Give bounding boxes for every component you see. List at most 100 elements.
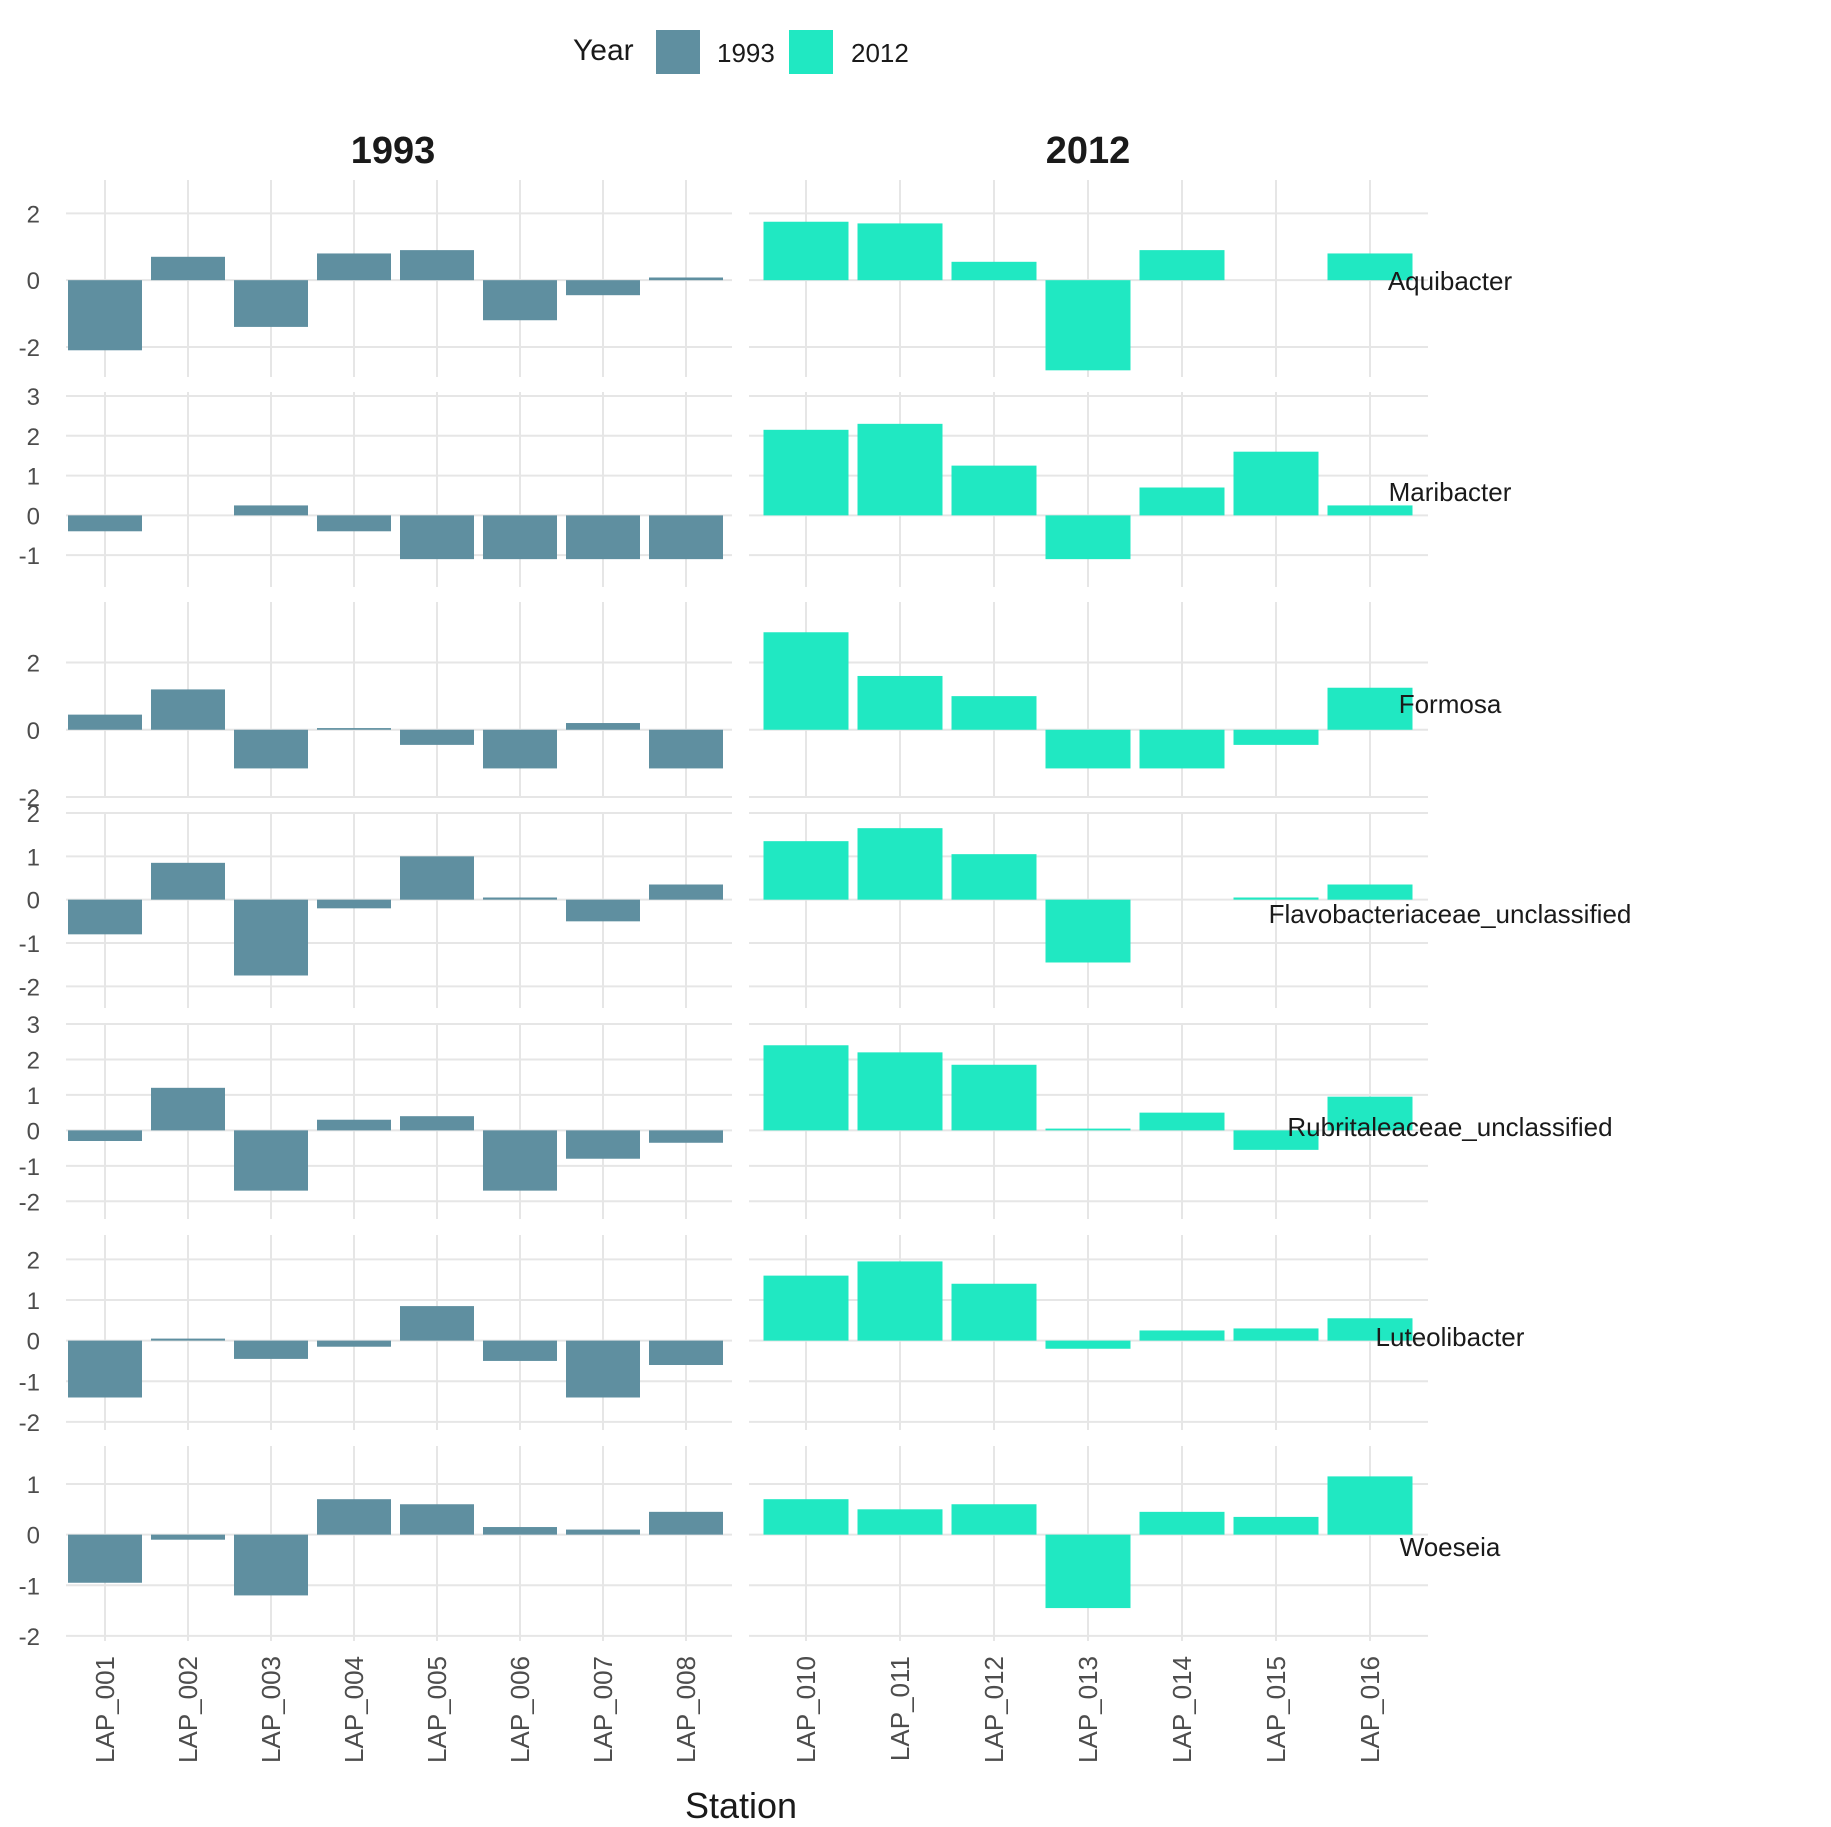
bar-luteolibacter-LAP_013 bbox=[1045, 1340, 1131, 1349]
bar-luteolibacter-LAP_008 bbox=[649, 1340, 723, 1365]
bar-maribacter-LAP_016 bbox=[1327, 505, 1413, 516]
y-tick-label-aquibacter-2: 2 bbox=[27, 201, 40, 228]
x-tick-label-LAP_008: LAP_008 bbox=[671, 1656, 701, 1763]
y-tick-label-formosa--2: -2 bbox=[19, 785, 40, 812]
bar-maribacter-LAP_011 bbox=[857, 423, 943, 516]
bar-aquibacter-LAP_008 bbox=[649, 277, 723, 281]
row-label-maribacter: Maribacter bbox=[1388, 477, 1512, 507]
bar-rubritaleaceae-unclassified-LAP_010 bbox=[763, 1045, 849, 1131]
bar-rubritaleaceae-unclassified-LAP_013 bbox=[1045, 1128, 1131, 1131]
bar-luteolibacter-LAP_014 bbox=[1139, 1330, 1225, 1341]
bar-luteolibacter-LAP_002 bbox=[151, 1338, 225, 1341]
y-tick-label-woeseia--2: -2 bbox=[19, 1624, 40, 1651]
y-tick-label-rubritaleaceae-unclassified--1: -1 bbox=[19, 1154, 40, 1181]
bar-maribacter-LAP_014 bbox=[1139, 487, 1225, 516]
y-tick-label-luteolibacter-1: 1 bbox=[27, 1288, 40, 1315]
y-tick-label-maribacter-0: 0 bbox=[27, 503, 40, 530]
bar-aquibacter-LAP_013 bbox=[1045, 280, 1131, 371]
row-label-flavobacteriaceae-unclassified: Flavobacteriaceae_unclassified bbox=[1268, 899, 1632, 929]
y-tick-label-luteolibacter--1: -1 bbox=[19, 1369, 40, 1396]
facet-title-1993: 1993 bbox=[350, 130, 436, 172]
bar-rubritaleaceae-unclassified-LAP_006 bbox=[483, 1130, 557, 1191]
bar-maribacter-LAP_001 bbox=[68, 515, 142, 532]
bar-luteolibacter-LAP_015 bbox=[1233, 1328, 1319, 1341]
bar-aquibacter-LAP_016 bbox=[1327, 253, 1413, 281]
bar-flavobacteriaceae-unclassified-LAP_005 bbox=[400, 856, 474, 900]
bar-formosa-LAP_014 bbox=[1139, 729, 1225, 769]
bar-rubritaleaceae-unclassified-LAP_001 bbox=[68, 1130, 142, 1141]
y-tick-label-flavobacteriaceae-unclassified-1: 1 bbox=[27, 844, 40, 871]
bar-woeseia-LAP_007 bbox=[566, 1529, 640, 1535]
bar-formosa-LAP_015 bbox=[1233, 729, 1319, 745]
bar-rubritaleaceae-unclassified-LAP_011 bbox=[857, 1052, 943, 1131]
bar-woeseia-LAP_010 bbox=[763, 1499, 849, 1535]
y-tick-label-aquibacter-0: 0 bbox=[27, 268, 40, 295]
bar-formosa-LAP_013 bbox=[1045, 729, 1131, 769]
x-tick-label-LAP_002: LAP_002 bbox=[173, 1656, 203, 1763]
x-tick-label-LAP_011: LAP_011 bbox=[885, 1656, 915, 1761]
y-tick-label-maribacter-2: 2 bbox=[27, 424, 40, 451]
y-tick-label-aquibacter--2: -2 bbox=[19, 335, 40, 362]
bar-formosa-LAP_003 bbox=[234, 729, 308, 769]
row-label-rubritaleaceae-unclassified: Rubritaleaceae_unclassified bbox=[1287, 1112, 1613, 1142]
bar-maribacter-LAP_006 bbox=[483, 515, 557, 560]
bar-maribacter-LAP_005 bbox=[400, 515, 474, 560]
bar-woeseia-LAP_011 bbox=[857, 1509, 943, 1535]
y-tick-label-flavobacteriaceae-unclassified--2: -2 bbox=[19, 974, 40, 1001]
y-tick-label-woeseia--1: -1 bbox=[19, 1573, 40, 1600]
bar-aquibacter-LAP_006 bbox=[483, 280, 557, 321]
bar-luteolibacter-LAP_011 bbox=[857, 1261, 943, 1341]
x-tick-label-LAP_001: LAP_001 bbox=[90, 1656, 120, 1763]
legend-label-2012: 2012 bbox=[851, 38, 909, 68]
y-tick-label-formosa-2: 2 bbox=[27, 651, 40, 678]
y-tick-label-rubritaleaceae-unclassified-3: 3 bbox=[27, 1012, 40, 1039]
bar-rubritaleaceae-unclassified-LAP_007 bbox=[566, 1130, 640, 1159]
bar-flavobacteriaceae-unclassified-LAP_004 bbox=[317, 899, 391, 909]
bar-woeseia-LAP_008 bbox=[649, 1511, 723, 1535]
bar-rubritaleaceae-unclassified-LAP_002 bbox=[151, 1087, 225, 1131]
bar-formosa-LAP_011 bbox=[857, 675, 943, 730]
bar-woeseia-LAP_005 bbox=[400, 1504, 474, 1535]
bar-luteolibacter-LAP_006 bbox=[483, 1340, 557, 1361]
bar-aquibacter-LAP_001 bbox=[68, 280, 142, 351]
bar-luteolibacter-LAP_007 bbox=[566, 1340, 640, 1398]
bar-luteolibacter-LAP_010 bbox=[763, 1275, 849, 1341]
bar-maribacter-LAP_012 bbox=[951, 465, 1037, 516]
y-tick-label-rubritaleaceae-unclassified--2: -2 bbox=[19, 1189, 40, 1216]
y-tick-label-woeseia-1: 1 bbox=[27, 1472, 40, 1499]
y-tick-label-woeseia-0: 0 bbox=[27, 1523, 40, 1550]
y-tick-label-maribacter-1: 1 bbox=[27, 464, 40, 491]
bar-aquibacter-LAP_011 bbox=[857, 223, 943, 281]
bar-maribacter-LAP_004 bbox=[317, 515, 391, 532]
bar-maribacter-LAP_008 bbox=[649, 515, 723, 560]
bar-flavobacteriaceae-unclassified-LAP_003 bbox=[234, 899, 308, 976]
bar-rubritaleaceae-unclassified-LAP_016 bbox=[1327, 1096, 1413, 1131]
row-label-formosa: Formosa bbox=[1398, 689, 1502, 719]
bar-maribacter-LAP_015 bbox=[1233, 451, 1319, 516]
y-tick-label-flavobacteriaceae-unclassified-2: 2 bbox=[27, 801, 40, 828]
bar-rubritaleaceae-unclassified-LAP_003 bbox=[234, 1130, 308, 1191]
bar-maribacter-LAP_003 bbox=[234, 505, 308, 516]
bar-formosa-LAP_002 bbox=[151, 689, 225, 730]
x-tick-label-LAP_015: LAP_015 bbox=[1261, 1656, 1291, 1763]
bar-formosa-LAP_010 bbox=[763, 632, 849, 730]
bar-aquibacter-LAP_003 bbox=[234, 280, 308, 327]
legend-key-2012 bbox=[789, 30, 833, 74]
x-tick-label-LAP_016: LAP_016 bbox=[1355, 1656, 1385, 1763]
legend-key-1993 bbox=[656, 30, 700, 74]
bar-maribacter-LAP_013 bbox=[1045, 515, 1131, 560]
bar-rubritaleaceae-unclassified-LAP_004 bbox=[317, 1119, 391, 1131]
bar-formosa-LAP_005 bbox=[400, 729, 474, 745]
bar-woeseia-LAP_003 bbox=[234, 1534, 308, 1596]
bar-aquibacter-LAP_005 bbox=[400, 250, 474, 281]
bar-flavobacteriaceae-unclassified-LAP_007 bbox=[566, 899, 640, 922]
bar-luteolibacter-LAP_005 bbox=[400, 1306, 474, 1341]
bar-flavobacteriaceae-unclassified-LAP_010 bbox=[763, 841, 849, 900]
bar-woeseia-LAP_014 bbox=[1139, 1511, 1225, 1535]
bar-woeseia-LAP_012 bbox=[951, 1504, 1037, 1535]
bar-luteolibacter-LAP_003 bbox=[234, 1340, 308, 1359]
bar-luteolibacter-LAP_012 bbox=[951, 1283, 1037, 1341]
bar-rubritaleaceae-unclassified-LAP_008 bbox=[649, 1130, 723, 1143]
bar-formosa-LAP_004 bbox=[317, 728, 391, 730]
x-tick-label-LAP_004: LAP_004 bbox=[339, 1656, 369, 1763]
